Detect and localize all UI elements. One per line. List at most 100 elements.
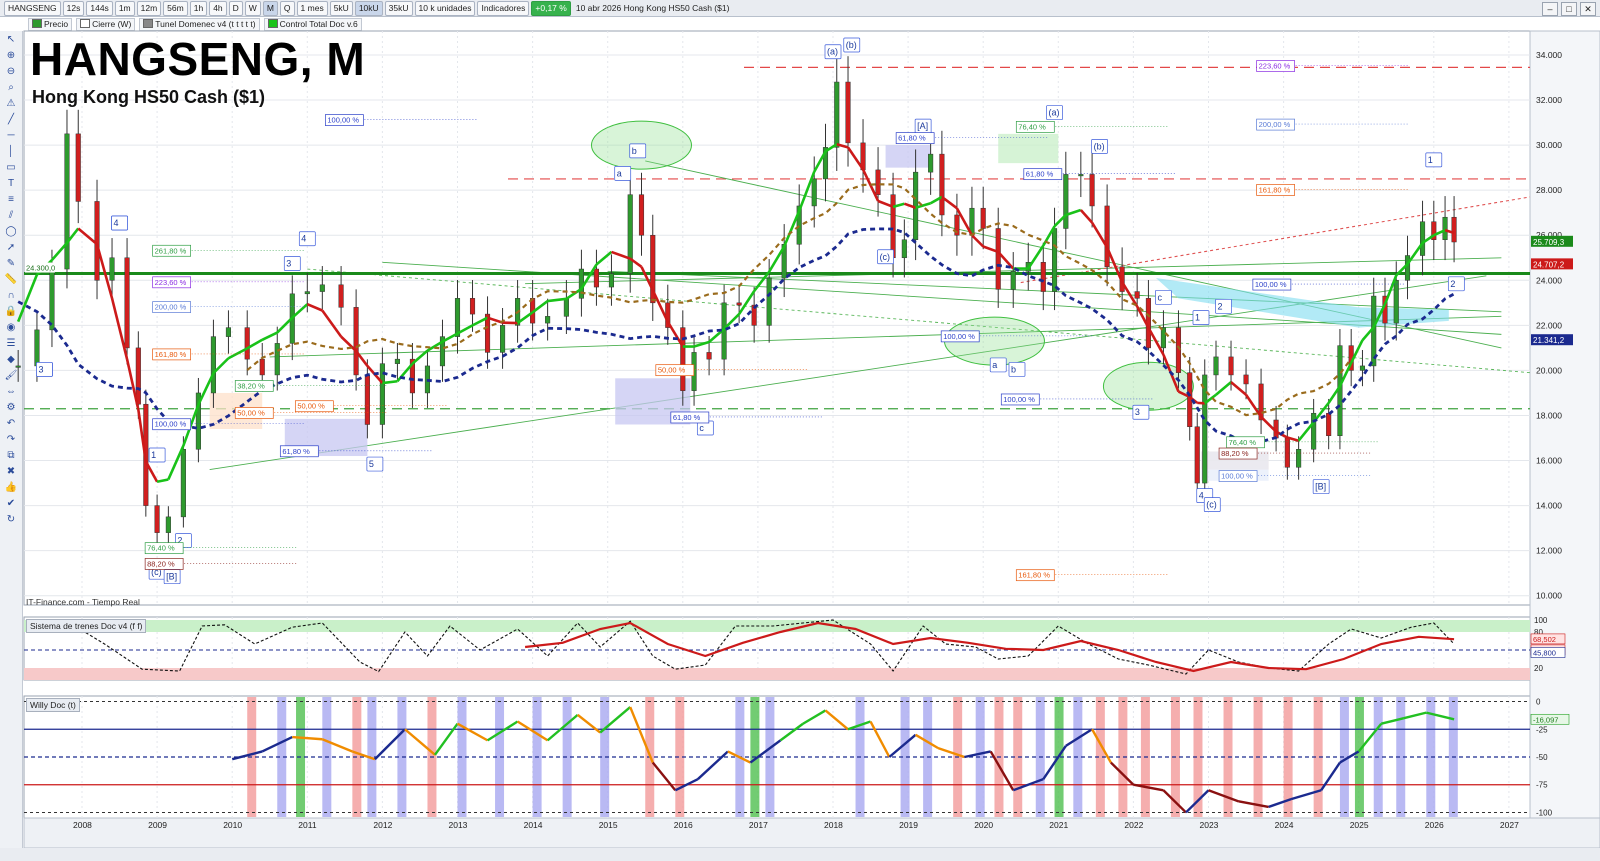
interval-1h[interactable]: 1h bbox=[189, 0, 208, 16]
unit-select[interactable]: 10 k unidades bbox=[414, 0, 476, 16]
interval-q[interactable]: Q bbox=[279, 0, 295, 16]
horizontal-line-icon[interactable]: ─ bbox=[7, 130, 15, 141]
fib-label-box bbox=[144, 542, 184, 555]
price-candle bbox=[154, 505, 160, 533]
y-tick-label: 12.000 bbox=[1536, 546, 1562, 556]
interval-12s[interactable]: 12s bbox=[62, 0, 85, 16]
willy-band bbox=[1118, 697, 1128, 817]
willy-line-segment bbox=[629, 706, 654, 763]
price-tag-label: 25.709,3 bbox=[1533, 238, 1565, 247]
fib-label-box bbox=[152, 348, 191, 361]
willy-line-segment bbox=[802, 709, 827, 725]
unit-10ku[interactable]: 10kU bbox=[354, 0, 383, 16]
settings-icon[interactable]: ⚙ bbox=[6, 402, 16, 413]
willy-line-segment bbox=[516, 720, 549, 742]
trend-line-segment bbox=[629, 257, 643, 268]
unit-35ku[interactable]: 35kU bbox=[384, 0, 413, 16]
interval-d[interactable]: D bbox=[228, 0, 243, 16]
undo-icon[interactable]: ↶ bbox=[6, 418, 16, 429]
interval-56m[interactable]: 56m bbox=[163, 0, 188, 16]
shape-icon[interactable]: ◆ bbox=[7, 354, 15, 365]
fib-label: 100,00 % bbox=[1221, 472, 1253, 481]
vertical-line-icon[interactable]: │ bbox=[7, 146, 15, 157]
fib-label: 76,40 % bbox=[147, 544, 175, 553]
legend-tunel[interactable]: Tunel Domenec v4 (t t t t t) bbox=[139, 17, 260, 31]
interval-1m[interactable]: 1m bbox=[114, 0, 135, 16]
fib-label-box bbox=[234, 380, 274, 392]
price-candle bbox=[469, 298, 476, 315]
trend-line-segment bbox=[877, 199, 894, 209]
trend-line-segment bbox=[693, 340, 710, 348]
willy-line-segment bbox=[374, 728, 406, 761]
trend-line-segment bbox=[1350, 339, 1364, 364]
redo-icon[interactable]: ↷ bbox=[6, 434, 16, 445]
delete-icon[interactable]: ✖ bbox=[6, 466, 16, 477]
brush-icon[interactable]: 🖌 bbox=[4, 370, 18, 381]
osc1-header[interactable]: Sistema de trenes Doc v4 (f f) bbox=[26, 619, 147, 633]
fib-label: 161,80 % bbox=[1259, 185, 1291, 194]
price-candle bbox=[1040, 262, 1046, 292]
fib-label: 50,00 % bbox=[658, 366, 686, 375]
interval-12m[interactable]: 12m bbox=[136, 0, 162, 16]
osc2-header[interactable]: Willy Doc (t) bbox=[26, 698, 80, 712]
trend-line-segment bbox=[982, 245, 999, 254]
interval-w[interactable]: W bbox=[244, 0, 261, 16]
zoom-in-icon[interactable]: ⊕ bbox=[6, 50, 16, 61]
interval-4h[interactable]: 4h bbox=[209, 0, 227, 16]
trend-line-segment bbox=[1297, 421, 1315, 442]
willy-line-segment bbox=[869, 720, 891, 758]
fib-label: 76,40 % bbox=[1229, 438, 1257, 447]
ellipse-icon[interactable]: ◯ bbox=[5, 226, 17, 237]
text-icon[interactable]: T bbox=[7, 178, 15, 189]
alert-icon[interactable]: ⚠ bbox=[6, 98, 16, 109]
clone-icon[interactable]: ⧉ bbox=[7, 450, 15, 461]
eye-icon[interactable]: ◉ bbox=[6, 322, 16, 333]
zoom-out-icon[interactable]: ⊖ bbox=[6, 66, 16, 77]
channel-icon[interactable]: ⫽ bbox=[8, 210, 14, 221]
indicators-button[interactable]: Indicadores bbox=[477, 0, 530, 16]
trend-line-icon[interactable]: ╱ bbox=[7, 114, 15, 125]
x-tick-label: 2019 bbox=[899, 820, 918, 830]
fib-label: 100,00 % bbox=[1255, 280, 1287, 289]
trend-line-segment bbox=[144, 460, 159, 483]
unit-5ku[interactable]: 5kU bbox=[329, 0, 353, 16]
wave-label: 3 bbox=[38, 364, 43, 374]
minimize-icon[interactable]: – bbox=[1542, 2, 1558, 16]
interval-144s[interactable]: 144s bbox=[86, 0, 113, 16]
price-candle bbox=[484, 313, 491, 353]
magnet-icon[interactable]: ∩ bbox=[7, 290, 15, 301]
layers-icon[interactable]: ☰ bbox=[6, 338, 16, 349]
maximize-icon[interactable]: □ bbox=[1561, 2, 1577, 16]
legend-control[interactable]: Control Total Doc v.6 bbox=[263, 17, 362, 31]
trend-line-segment bbox=[16, 274, 39, 323]
price-candle bbox=[875, 169, 881, 195]
y-tick-label: 30.000 bbox=[1536, 140, 1562, 150]
legend-close[interactable]: Cierre (W) bbox=[76, 17, 136, 31]
wave-label: 1 bbox=[1195, 313, 1200, 323]
arrow-icon[interactable]: ➚ bbox=[6, 242, 16, 253]
willy-line-segment bbox=[1357, 722, 1383, 753]
price-candle bbox=[1078, 174, 1084, 177]
fibonacci-icon[interactable]: ≡ bbox=[8, 194, 14, 205]
search-icon[interactable]: ⌕ bbox=[8, 82, 14, 93]
trend-line-segment bbox=[1287, 436, 1299, 442]
trend-line bbox=[269, 315, 1502, 358]
x-tick-label: 2013 bbox=[449, 820, 468, 830]
page-title: HANGSENG, M bbox=[30, 33, 366, 85]
measure-icon[interactable]: ⇔ bbox=[6, 386, 16, 397]
x-tick-label: 2009 bbox=[148, 820, 167, 830]
refresh-icon[interactable]: ↻ bbox=[6, 514, 16, 525]
ruler-icon[interactable]: 📏 bbox=[4, 274, 18, 285]
symbol-field[interactable]: HANGSENG bbox=[4, 0, 61, 16]
interval-m[interactable]: M bbox=[262, 0, 278, 16]
close-icon[interactable]: ✕ bbox=[1580, 2, 1596, 16]
cursor-icon[interactable]: ↖ bbox=[6, 34, 16, 45]
rectangle-icon[interactable]: ▭ bbox=[6, 162, 16, 173]
range-select[interactable]: 1 mes bbox=[296, 0, 328, 16]
pencil-icon[interactable]: ✎ bbox=[6, 258, 16, 269]
check-icon[interactable]: ✔ bbox=[6, 498, 16, 509]
legend-price[interactable]: Precio bbox=[28, 17, 73, 31]
lock-icon[interactable]: 🔒 bbox=[4, 306, 18, 317]
thumbs-up-icon[interactable]: 👍 bbox=[4, 482, 18, 493]
